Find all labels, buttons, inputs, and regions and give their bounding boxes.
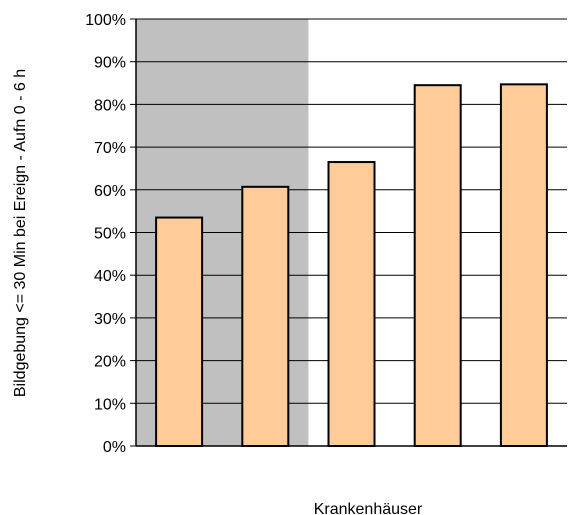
y-tick-label: 90% — [94, 55, 126, 72]
y-tick-label: 60% — [94, 183, 126, 200]
bar — [241, 185, 290, 447]
bar — [499, 83, 548, 448]
y-tick-label: 20% — [94, 354, 126, 371]
bar — [155, 216, 204, 447]
y-tick-label: 70% — [94, 140, 126, 157]
y-tick-label: 100% — [85, 12, 126, 29]
y-tick-label: 80% — [94, 97, 126, 114]
bar — [413, 84, 462, 447]
y-tick-label: 0% — [103, 439, 126, 456]
y-axis-title: Bildgebung <= 30 Min bei Ereign - Aufn 0… — [12, 69, 29, 397]
x-axis-title: Krankenhäuser — [314, 501, 423, 515]
y-tick-label: 30% — [94, 311, 126, 328]
y-tick-label: 10% — [94, 396, 126, 413]
y-tick-label: 40% — [94, 268, 126, 285]
bar — [327, 161, 376, 447]
y-tick-label: 50% — [94, 226, 126, 243]
